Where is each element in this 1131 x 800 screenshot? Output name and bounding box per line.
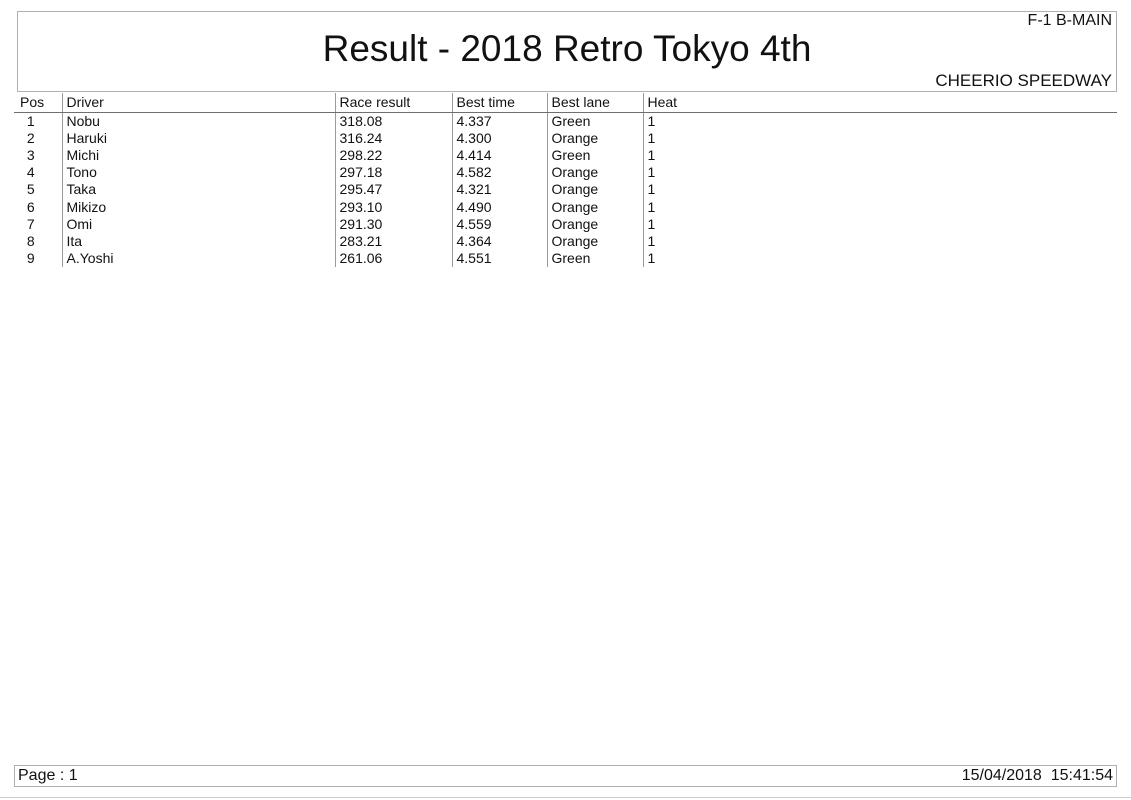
cell-pos: 4	[26, 164, 35, 181]
cell-driver: Nobu	[61, 112, 335, 130]
table-row: 3 Michi 298.22 4.414 Green 1	[14, 146, 1117, 164]
results-table: Pos Driver Race result Best time Best la…	[14, 93, 1117, 267]
cell-pos: 2	[26, 129, 35, 146]
cell-best-lane: Orange	[546, 215, 643, 233]
footer: Page : 1 15/04/2018 15:41:54	[14, 765, 1117, 787]
cell-pos: 1	[26, 112, 35, 129]
cell-best-time: 4.321	[451, 180, 547, 198]
event-class-label: F-1 B-MAIN	[1027, 12, 1112, 29]
cell-race-result: 293.10	[334, 197, 452, 216]
results-table-header: Pos Driver Race result Best time Best la…	[14, 93, 1117, 113]
col-header-heat: Heat	[642, 93, 1117, 113]
page-title: Result - 2018 Retro Tokyo 4th	[322, 28, 812, 69]
cell-best-lane: Orange	[546, 129, 643, 147]
table-row: 5 Taka 295.47 4.321 Orange 1	[14, 180, 1117, 198]
cell-race-result: 297.18	[334, 163, 452, 181]
cell-race-result: 295.47	[334, 180, 452, 198]
cell-heat: 1	[642, 163, 1117, 181]
col-header-race-result: Race result	[334, 93, 452, 113]
cell-best-lane: Green	[546, 112, 643, 130]
cell-race-result: 318.08	[334, 112, 452, 130]
results-table-body: 1 Nobu 318.08 4.337 Green 1 2 Haruki 316…	[14, 112, 1117, 267]
cell-heat: 1	[642, 215, 1117, 233]
table-row: 7 Omi 291.30 4.559 Orange 1	[14, 215, 1117, 233]
cell-driver: Omi	[61, 215, 335, 233]
cell-race-result: 316.24	[334, 129, 452, 147]
cell-race-result: 261.06	[334, 249, 452, 267]
cell-best-lane: Orange	[546, 163, 643, 181]
cell-best-lane: Orange	[546, 232, 643, 250]
cell-pos: 9	[26, 250, 35, 267]
cell-driver: Ita	[61, 232, 335, 250]
cell-pos: 8	[26, 232, 35, 249]
table-row: 6 Mikizo 293.10 4.490 Orange 1	[14, 197, 1117, 216]
table-row: 9 A.Yoshi 261.06 4.551 Green 1	[14, 249, 1117, 267]
page-number-label: Page : 1	[18, 767, 78, 784]
cell-heat: 1	[642, 112, 1117, 130]
cell-heat: 1	[642, 249, 1117, 267]
cell-best-time: 4.559	[451, 215, 547, 233]
col-header-best-lane: Best lane	[546, 93, 643, 113]
cell-driver: Tono	[61, 163, 335, 181]
cell-driver: Haruki	[61, 129, 335, 147]
cell-best-lane: Orange	[546, 197, 643, 216]
cell-best-time: 4.300	[451, 129, 547, 147]
cell-best-lane: Green	[546, 249, 643, 267]
cell-race-result: 298.22	[334, 146, 452, 164]
table-row: 8 Ita 283.21 4.364 Orange 1	[14, 232, 1117, 250]
cell-heat: 1	[642, 197, 1117, 216]
cell-best-lane: Green	[546, 146, 643, 164]
col-header-best-time: Best time	[451, 93, 547, 113]
cell-heat: 1	[642, 129, 1117, 147]
cell-pos: 5	[26, 181, 35, 198]
col-header-driver: Driver	[61, 93, 335, 113]
cell-race-result: 283.21	[334, 232, 452, 250]
venue-label: CHEERIO SPEEDWAY	[935, 71, 1112, 90]
cell-pos: 6	[26, 198, 35, 215]
cell-best-lane: Orange	[546, 180, 643, 198]
cell-best-time: 4.364	[451, 232, 547, 250]
col-header-pos: Pos	[14, 93, 62, 113]
cell-driver: A.Yoshi	[61, 249, 335, 267]
cell-best-time: 4.490	[451, 197, 547, 216]
cell-best-time: 4.337	[451, 112, 547, 130]
cell-driver: Taka	[61, 180, 335, 198]
cell-heat: 1	[642, 232, 1117, 250]
scan-edge-line	[0, 797, 1131, 798]
cell-driver: Mikizo	[61, 197, 335, 216]
cell-best-time: 4.551	[451, 249, 547, 267]
cell-driver: Michi	[61, 146, 335, 164]
print-datetime: 15/04/2018 15:41:54	[961, 767, 1113, 784]
cell-best-time: 4.582	[451, 163, 547, 181]
cell-heat: 1	[642, 180, 1117, 198]
title-box: F-1 B-MAIN Result - 2018 Retro Tokyo 4th…	[17, 11, 1117, 92]
cell-pos: 3	[26, 146, 35, 163]
cell-best-time: 4.414	[451, 146, 547, 164]
table-header-row: Pos Driver Race result Best time Best la…	[14, 93, 1117, 113]
cell-heat: 1	[642, 146, 1117, 164]
table-row: 2 Haruki 316.24 4.300 Orange 1	[14, 129, 1117, 147]
cell-race-result: 291.30	[334, 215, 452, 233]
table-row: 4 Tono 297.18 4.582 Orange 1	[14, 163, 1117, 181]
cell-pos: 7	[26, 215, 35, 232]
table-row: 1 Nobu 318.08 4.337 Green 1	[14, 112, 1117, 130]
